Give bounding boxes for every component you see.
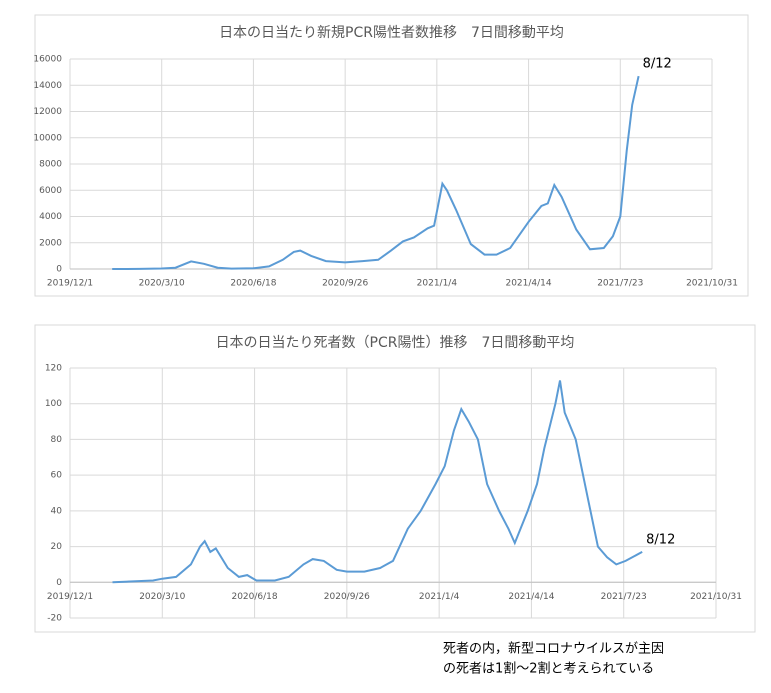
x-tick-label: 2020/3/10 xyxy=(139,279,185,289)
y-tick-label: 0 xyxy=(56,578,62,588)
x-tick-label: 2021/7/23 xyxy=(597,279,643,289)
y-tick-label: -20 xyxy=(47,614,62,624)
chart-title: 日本の日当たり死者数（PCR陽性）推移 7日間移動平均 xyxy=(216,335,575,351)
y-tick-label: 4000 xyxy=(39,212,62,222)
x-tick-label: 2020/6/18 xyxy=(230,279,276,289)
x-tick-label: 2020/6/18 xyxy=(231,592,277,602)
series-line xyxy=(112,380,643,584)
y-tick-label: 10000 xyxy=(33,133,62,143)
x-tick-label: 2021/4/14 xyxy=(505,279,551,289)
y-tick-label: 80 xyxy=(51,435,63,445)
y-tick-label: 8000 xyxy=(39,160,62,170)
series-line xyxy=(112,75,640,270)
x-tick-label: 2019/12/1 xyxy=(47,279,93,289)
annotation: 8/12 xyxy=(646,532,675,547)
y-tick-label: 14000 xyxy=(33,81,62,91)
y-tick-label: 6000 xyxy=(39,186,62,196)
y-tick-label: 20 xyxy=(51,542,63,552)
y-tick-label: 2000 xyxy=(39,238,62,248)
x-tick-label: 2021/7/23 xyxy=(601,592,647,602)
y-tick-label: 0 xyxy=(56,265,62,275)
chart-title: 日本の日当たり新規PCR陽性者数推移 7日間移動平均 xyxy=(219,25,564,41)
chart-area xyxy=(34,14,749,297)
y-tick-label: 60 xyxy=(51,471,63,481)
y-tick-label: 16000 xyxy=(33,55,62,65)
x-tick-label: 2020/9/26 xyxy=(322,279,368,289)
chart-area xyxy=(34,324,756,633)
x-tick-label: 2021/4/14 xyxy=(508,592,554,602)
x-tick-label: 2021/10/31 xyxy=(686,279,738,289)
x-tick-label: 2020/3/10 xyxy=(139,592,185,602)
y-tick-label: 40 xyxy=(51,506,63,516)
x-tick-label: 2020/9/26 xyxy=(324,592,370,602)
x-tick-label: 2019/12/1 xyxy=(47,592,93,602)
caption-line: の死者は1割～2割と考えられている xyxy=(443,661,654,677)
x-tick-label: 2021/1/4 xyxy=(417,279,458,289)
annotation: 8/12 xyxy=(643,57,672,72)
x-tick-label: 2021/10/31 xyxy=(690,592,742,602)
y-tick-label: 100 xyxy=(45,399,62,409)
caption-line: 死者の内，新型コロナウイルスが主因 xyxy=(443,641,664,657)
y-tick-label: 12000 xyxy=(33,107,62,117)
y-tick-label: 120 xyxy=(45,364,62,374)
x-tick-label: 2021/1/4 xyxy=(419,592,460,602)
